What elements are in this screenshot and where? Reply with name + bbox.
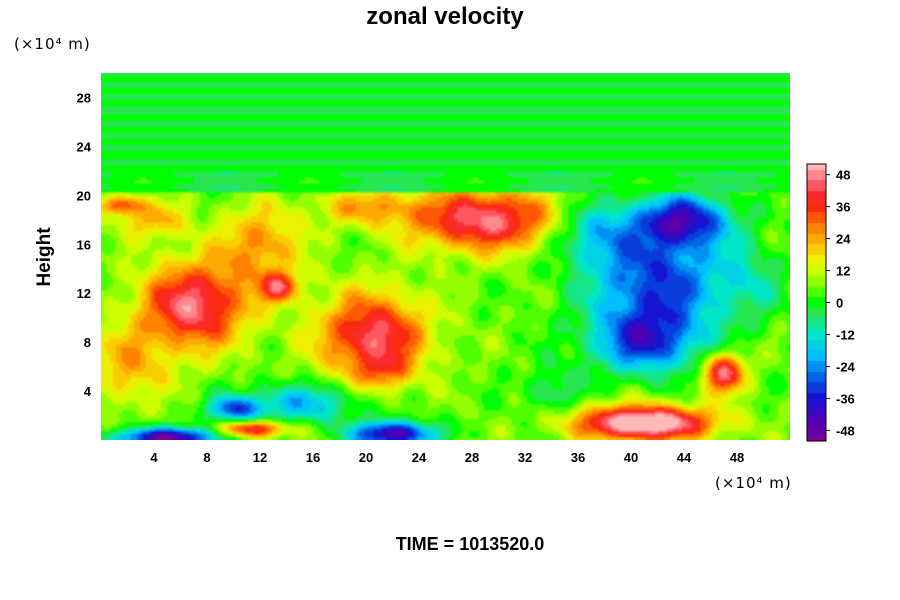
- colorbar-tick-label: -12: [836, 327, 855, 342]
- colorbar-tick-label: -48: [836, 423, 855, 438]
- y-tick-label: 12: [77, 286, 91, 301]
- y-tick-label: 24: [77, 139, 92, 154]
- y-axis-label: Height: [34, 227, 55, 287]
- x-tick-label: 36: [571, 450, 585, 465]
- colorbar-tick-label: 24: [836, 232, 851, 247]
- x-tick-label: 44: [677, 450, 692, 465]
- x-tick-label: 8: [203, 450, 210, 465]
- x-tick-label: 20: [359, 450, 373, 465]
- x-tick-label: 48: [730, 450, 744, 465]
- y-axis-ticks: 4 8 12 16 20 24 28: [77, 90, 92, 399]
- y-tick-label: 28: [77, 90, 91, 105]
- y-tick-label: 4: [84, 384, 92, 399]
- x-axis-unit: (×10⁴ m): [715, 474, 792, 492]
- y-axis-unit: (×10⁴ m): [14, 35, 91, 53]
- x-tick-label: 28: [465, 450, 479, 465]
- time-label: TIME = 1013520.0: [396, 534, 545, 554]
- colorbar-tick-label: -24: [836, 359, 856, 374]
- colorbar: 48 36 24 12 0 -12 -24 -36 -48: [806, 163, 856, 442]
- x-axis-ticks: 4 8 12 16 20 24 28 32 36 40 44 48: [150, 450, 744, 465]
- x-tick-label: 24: [412, 450, 427, 465]
- colorbar-tick-label: 48: [836, 168, 850, 183]
- x-tick-label: 32: [518, 450, 532, 465]
- colorbar-tick-label: 12: [836, 264, 850, 279]
- x-tick-label: 16: [306, 450, 320, 465]
- x-tick-label: 12: [253, 450, 267, 465]
- chart-title: zonal velocity: [366, 3, 524, 30]
- heatmap-plot-area: [101, 73, 790, 440]
- x-tick-label: 4: [150, 450, 158, 465]
- x-tick-label: 40: [624, 450, 638, 465]
- y-tick-label: 16: [77, 237, 91, 252]
- colorbar-ticks: 48 36 24 12 0 -12 -24 -36 -48: [826, 168, 856, 438]
- colorbar-tick-label: 36: [836, 200, 850, 215]
- colorbar-scale: [807, 164, 826, 441]
- y-tick-label: 8: [84, 335, 91, 350]
- zonal-velocity-field: [101, 73, 790, 440]
- y-tick-label: 20: [77, 188, 91, 203]
- colorbar-tick-label: 0: [836, 296, 843, 311]
- colorbar-tick-label: -36: [836, 391, 855, 406]
